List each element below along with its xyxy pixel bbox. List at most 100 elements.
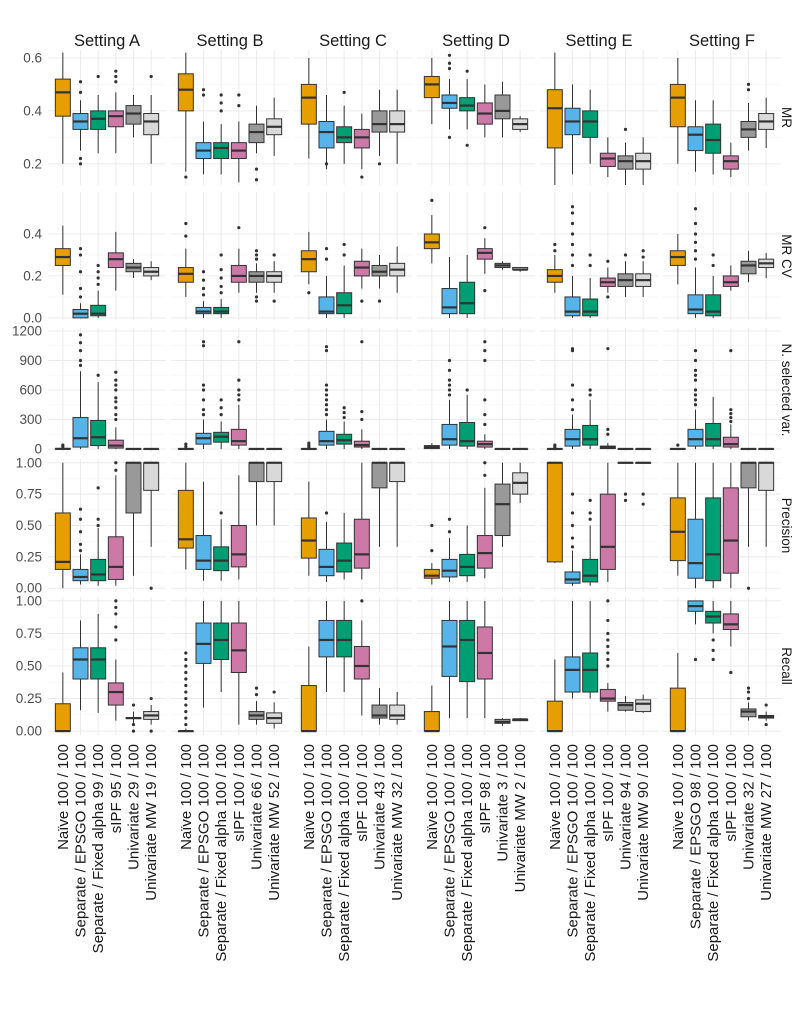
iqr-box [546, 700, 563, 732]
box-na-ve [669, 57, 686, 164]
outlier-point [78, 341, 83, 345]
box-na-ve [54, 443, 71, 450]
outlier-point [447, 388, 452, 392]
outlier-point [114, 406, 118, 410]
outlier-point [78, 517, 83, 521]
outlier-point [219, 511, 223, 515]
outlier-point [114, 378, 118, 382]
outlier-point [606, 347, 610, 351]
box-separate-fixed-alpha [705, 462, 722, 589]
box-na-ve [546, 461, 563, 564]
y-tick-label: 0.50 [16, 659, 42, 674]
iqr-box [423, 75, 440, 99]
outlier-point [588, 263, 592, 268]
outlier-point [447, 358, 452, 363]
box-univariate-mw [758, 461, 775, 547]
box-sipf [107, 370, 124, 450]
outlier-point [114, 396, 118, 400]
outlier-point [641, 492, 645, 496]
iqr-box [318, 430, 335, 446]
category-label: Naïve 100 / 100 [424, 744, 441, 850]
outlier-point [78, 548, 83, 553]
box-univariate [740, 461, 757, 590]
category-label: sIPF 100 / 100 [723, 744, 740, 842]
iqr-box [90, 110, 107, 130]
outlier-point [606, 432, 610, 436]
box-univariate-mw [758, 97, 775, 148]
y-tick-label: 0.00 [16, 581, 42, 596]
outlier-point [342, 253, 346, 257]
box-na-ve [300, 441, 317, 451]
panel-3-0 [48, 459, 166, 592]
box-univariate [494, 81, 511, 138]
box-na-ve [300, 231, 317, 295]
panel-2-5 [663, 328, 781, 452]
category-label: Univariate 94 / 100 [618, 744, 635, 870]
outlier-point [342, 90, 346, 94]
outlier-point [219, 291, 223, 295]
category-label: Univariate MW 90 / 100 [635, 744, 652, 901]
category-label: Separate / EPSGO 100 / 100 [319, 744, 336, 937]
outlier-point [114, 413, 118, 417]
box-sipf [599, 599, 616, 712]
outlier-point [693, 373, 698, 377]
outlier-point [342, 242, 346, 247]
box-separate-fixed-alpha [336, 90, 353, 164]
iqr-box [90, 558, 107, 582]
outlier-point [430, 523, 434, 528]
outlier-point [729, 408, 733, 412]
outlier-point [131, 703, 136, 707]
box-univariate [248, 461, 265, 526]
outlier-point [606, 599, 610, 603]
outlier-point [606, 427, 610, 431]
panel-1-4 [540, 192, 658, 320]
outlier-point [746, 82, 751, 87]
iqr-box [230, 264, 247, 283]
outlier-point [219, 109, 223, 113]
outlier-point [96, 523, 100, 528]
box-sipf [107, 69, 124, 154]
iqr-box [72, 568, 89, 582]
outlier-point [324, 413, 329, 417]
box-separate-epsgo [72, 247, 89, 319]
box-sipf [353, 113, 370, 179]
outlier-point [254, 249, 259, 253]
outlier-point [219, 413, 223, 417]
category-label: Separate / Fixed alpha 100 / 100 [459, 744, 476, 962]
box-separate-fixed-alpha [90, 486, 107, 586]
outlier-point [711, 638, 715, 642]
outlier-point [201, 88, 206, 92]
outlier-point [641, 249, 645, 253]
iqr-box [371, 110, 388, 133]
facet-header-1: Setting B [197, 32, 264, 50]
outlier-point [78, 542, 83, 546]
outlier-point [676, 443, 680, 447]
box-sipf [599, 462, 616, 582]
iqr-box [230, 428, 247, 446]
box-univariate [248, 105, 265, 182]
iqr-box [564, 656, 581, 693]
outlier-point [588, 393, 592, 397]
outlier-point [61, 443, 65, 447]
box-na-ve [300, 57, 317, 159]
panel-0-2 [294, 50, 412, 185]
outlier-point [570, 511, 575, 515]
iqr-box [300, 250, 317, 273]
iqr-box [582, 558, 599, 583]
outlier-point [324, 398, 329, 402]
panel-2-2 [294, 328, 412, 452]
outlier-point [570, 545, 575, 549]
y-tick-label: 0.0 [23, 310, 42, 325]
box-na-ve [546, 242, 563, 293]
outlier-point [184, 696, 188, 701]
box-separate-fixed-alpha [213, 600, 230, 693]
outlier-point [254, 686, 259, 690]
box-separate-fixed-alpha [459, 388, 476, 450]
iqr-box [564, 428, 581, 447]
outlier-point [588, 517, 592, 521]
outlier-point [237, 393, 241, 397]
iqr-box [582, 652, 599, 693]
box-univariate [371, 254, 388, 303]
box-separate-epsgo [687, 100, 704, 172]
iqr-box [318, 548, 335, 577]
